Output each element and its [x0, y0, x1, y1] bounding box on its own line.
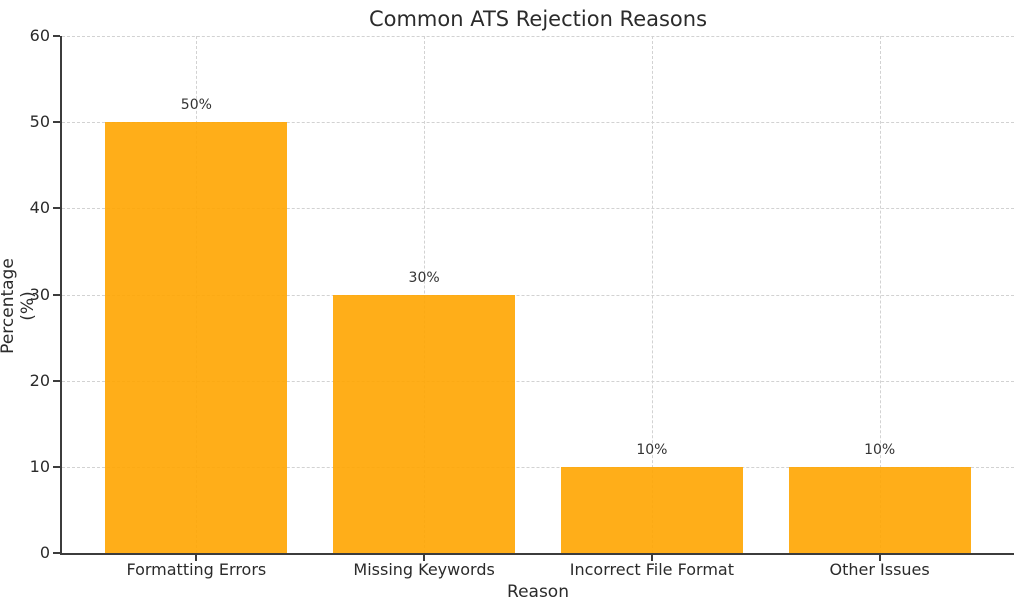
x-tick-label: Missing Keywords [353, 560, 495, 579]
bar-0 [105, 122, 287, 553]
bar-value-label: 10% [636, 441, 668, 458]
x-tick-mark [650, 555, 653, 561]
bar-1 [333, 294, 515, 553]
gridline-horizontal [62, 122, 1014, 124]
y-tick-mark [53, 121, 60, 124]
gridline-horizontal [62, 36, 1014, 37]
y-axis-spine [60, 36, 62, 555]
x-tick-label: Incorrect File Format [569, 560, 734, 579]
y-tick-mark [53, 207, 60, 210]
y-tick-label: 20 [29, 370, 50, 390]
bar-value-label: 10% [864, 441, 896, 458]
y-tick-mark [53, 293, 60, 296]
x-tick-label: Formatting Errors [126, 560, 267, 579]
gridline-horizontal [62, 466, 1014, 468]
chart-title: Common ATS Rejection Reasons [368, 7, 708, 31]
x-axis-spine [60, 553, 1014, 555]
bar-2 [561, 466, 743, 553]
gridline-horizontal [62, 380, 1014, 382]
gridline-vertical [879, 36, 881, 553]
y-tick-mark [53, 552, 60, 554]
plot-area: 50% 30% 10% 10% [53, 35, 1014, 561]
y-tick-label: 50 [29, 112, 50, 132]
bar-value-label: 30% [408, 269, 440, 286]
y-tick-label: 40 [29, 198, 50, 218]
gridline-vertical [651, 36, 653, 553]
y-tick-mark [53, 35, 60, 37]
y-tick-label: 0 [39, 543, 50, 562]
bar-value-label: 50% [180, 97, 212, 114]
gridline-horizontal [62, 294, 1014, 296]
x-axis-label: Reason [507, 582, 569, 602]
gridline-horizontal [62, 208, 1014, 210]
y-tick-mark [53, 465, 60, 468]
y-tick-label: 60 [29, 26, 50, 45]
x-tick-mark [423, 555, 426, 561]
x-tick-mark [878, 555, 881, 561]
bar-3 [789, 466, 971, 553]
y-tick-label: 30 [29, 284, 50, 304]
y-tick-label: 10 [29, 456, 50, 476]
x-tick-label: Other Issues [829, 560, 930, 579]
y-axis-label: Percentage (%) [0, 258, 38, 354]
y-tick-mark [53, 379, 60, 382]
x-tick-mark [195, 555, 198, 561]
